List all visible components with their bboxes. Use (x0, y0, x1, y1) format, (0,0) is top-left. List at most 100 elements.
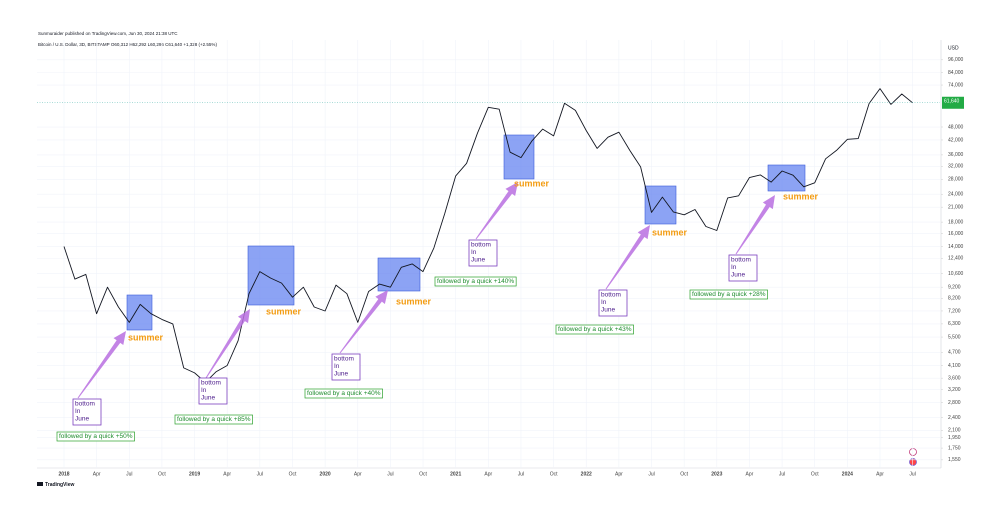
x-tick-label: Apr (223, 471, 231, 477)
bottom-text: June (731, 272, 745, 279)
y-axis-label: USD (948, 45, 959, 51)
x-tick-label: Apr (746, 471, 754, 477)
note-text: followed by a quick +28% (692, 291, 766, 298)
y-tick-label: 6,300 (948, 321, 961, 327)
y-tick-label: 2,100 (948, 428, 961, 434)
x-tick-label: Apr (93, 471, 101, 477)
highlight-box (767, 164, 806, 192)
y-tick-label: 1,950 (948, 435, 961, 441)
summer-label: summer (783, 191, 819, 201)
bottom-text: June (471, 257, 485, 264)
icon[interactable] (909, 458, 917, 466)
y-tick-label: 1,750 (948, 445, 961, 451)
highlight-box (126, 294, 153, 331)
y-tick-label: 9,200 (948, 285, 961, 291)
y-tick-label: 84,000 (948, 70, 964, 76)
x-tick-label: Jul (257, 471, 263, 477)
y-tick-label: 10,600 (948, 271, 964, 277)
x-tick-label: Jul (779, 471, 785, 477)
x-tick-label: 2023 (711, 471, 722, 477)
note-text: followed by a quick +85% (177, 416, 251, 423)
x-tick-label: Apr (354, 471, 362, 477)
y-tick-label: 32,000 (948, 164, 964, 170)
bottom-text: In (731, 264, 737, 271)
arrow (475, 182, 518, 240)
note-text: followed by a quick +50% (59, 433, 133, 440)
note-box (555, 324, 634, 335)
x-tick-label: Oct (550, 471, 558, 477)
logo-mark (37, 482, 43, 486)
bottom-text: In (471, 249, 477, 256)
y-tick-label: 48,000 (948, 124, 964, 130)
x-tick-label: Jul (126, 471, 132, 477)
last-price-label: 61,640 (944, 99, 960, 105)
bottom-text: June (601, 307, 615, 314)
note-box (689, 289, 768, 300)
annotation-boxes (126, 134, 806, 331)
summer-label: summer (514, 178, 550, 188)
x-tick-label: Oct (158, 471, 166, 477)
x-tick-label: Jul (518, 471, 524, 477)
x-tick-label: 2021 (450, 471, 461, 477)
y-tick-label: 42,000 (948, 137, 964, 143)
arrow (735, 195, 775, 255)
attribution: Sunmuraider published on TradingView.com… (38, 31, 178, 36)
y-tick-label: 3,200 (948, 387, 961, 393)
note-box (56, 431, 135, 442)
y-tick-label: 4,100 (948, 363, 961, 369)
x-tick-label: Oct (419, 471, 427, 477)
highlight-box (377, 257, 421, 292)
bottom-text: In (75, 408, 81, 415)
y-tick-label: 96,000 (948, 57, 964, 63)
note-box (174, 414, 253, 425)
arrow (605, 225, 650, 290)
note-text: followed by a quick +140% (437, 278, 514, 285)
x-tick-label: Jul (387, 471, 393, 477)
bottom-text: bottom (601, 292, 621, 299)
chart-title: Bitcoin / U.S. Dollar, 3D, BITSTAMP O60,… (38, 42, 217, 47)
x-tick-label: Apr (876, 471, 884, 477)
y-tick-label: 28,000 (948, 177, 964, 183)
bottom-text: June (75, 416, 89, 423)
x-tick-label: Oct (680, 471, 688, 477)
footer-text: TradingView (45, 482, 74, 488)
bottom-box (331, 353, 361, 381)
bottom-box (468, 239, 498, 267)
x-tick-label: Oct (289, 471, 297, 477)
y-tick-label: 24,000 (948, 192, 964, 198)
y-tick-label: 5,500 (948, 334, 961, 340)
arrow (339, 290, 388, 354)
y-tick-label: 8,200 (948, 296, 961, 302)
y-tick-label: 7,200 (948, 308, 961, 314)
y-tick-label: 2,800 (948, 400, 961, 406)
note-text: followed by a quick +43% (558, 326, 632, 333)
x-tick-label: Jul (909, 471, 915, 477)
arrow (77, 331, 126, 399)
icon[interactable] (909, 448, 917, 456)
y-tick-label: 36,000 (948, 152, 964, 158)
bottom-box (198, 377, 228, 405)
bottom-text: In (601, 299, 607, 306)
bottom-box (728, 254, 758, 282)
bottom-text: June (201, 395, 215, 402)
x-tick-label: 2020 (320, 471, 331, 477)
summer-label: summer (396, 296, 432, 306)
arrow (205, 309, 250, 379)
bottom-text: In (201, 387, 207, 394)
last-price-tag (942, 96, 964, 109)
y-tick-label: 12,400 (948, 256, 964, 262)
y-tick-label: 16,000 (948, 231, 964, 237)
footer-logo: TradingView (37, 482, 74, 488)
bottom-text: In (334, 363, 340, 370)
x-tick-label: Apr (615, 471, 623, 477)
y-tick-label: 4,700 (948, 350, 961, 356)
bottom-text: bottom (201, 380, 221, 387)
